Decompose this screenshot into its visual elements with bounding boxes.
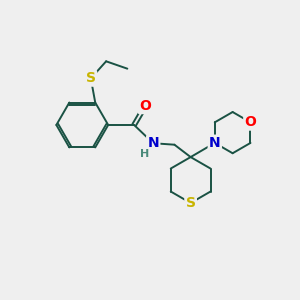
Text: H: H — [140, 149, 150, 159]
Text: N: N — [147, 136, 159, 150]
Text: O: O — [244, 115, 256, 129]
Text: S: S — [186, 196, 196, 210]
Text: S: S — [86, 71, 96, 85]
Text: O: O — [140, 99, 151, 113]
Text: N: N — [209, 136, 220, 150]
